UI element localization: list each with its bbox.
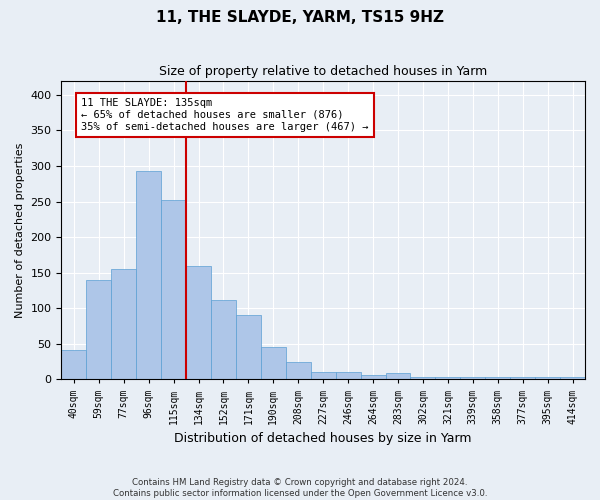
Bar	[161, 200, 186, 380]
Bar	[86, 280, 111, 380]
Text: Contains HM Land Registry data © Crown copyright and database right 2024.
Contai: Contains HM Land Registry data © Crown c…	[113, 478, 487, 498]
Bar	[311, 372, 335, 380]
Bar	[261, 346, 286, 380]
Bar	[335, 372, 361, 380]
Bar	[386, 373, 410, 380]
X-axis label: Distribution of detached houses by size in Yarm: Distribution of detached houses by size …	[175, 432, 472, 445]
Bar	[535, 378, 560, 380]
Y-axis label: Number of detached properties: Number of detached properties	[15, 142, 25, 318]
Bar	[460, 378, 485, 380]
Title: Size of property relative to detached houses in Yarm: Size of property relative to detached ho…	[159, 65, 487, 78]
Bar	[186, 266, 211, 380]
Bar	[436, 376, 460, 380]
Bar	[111, 269, 136, 380]
Bar	[61, 350, 86, 380]
Bar	[236, 316, 261, 380]
Text: 11, THE SLAYDE, YARM, TS15 9HZ: 11, THE SLAYDE, YARM, TS15 9HZ	[156, 10, 444, 25]
Bar	[211, 300, 236, 380]
Bar	[410, 378, 436, 380]
Bar	[286, 362, 311, 380]
Bar	[510, 378, 535, 380]
Bar	[361, 375, 386, 380]
Bar	[560, 378, 585, 380]
Bar	[136, 171, 161, 380]
Bar	[485, 378, 510, 380]
Text: 11 THE SLAYDE: 135sqm
← 65% of detached houses are smaller (876)
35% of semi-det: 11 THE SLAYDE: 135sqm ← 65% of detached …	[82, 98, 369, 132]
